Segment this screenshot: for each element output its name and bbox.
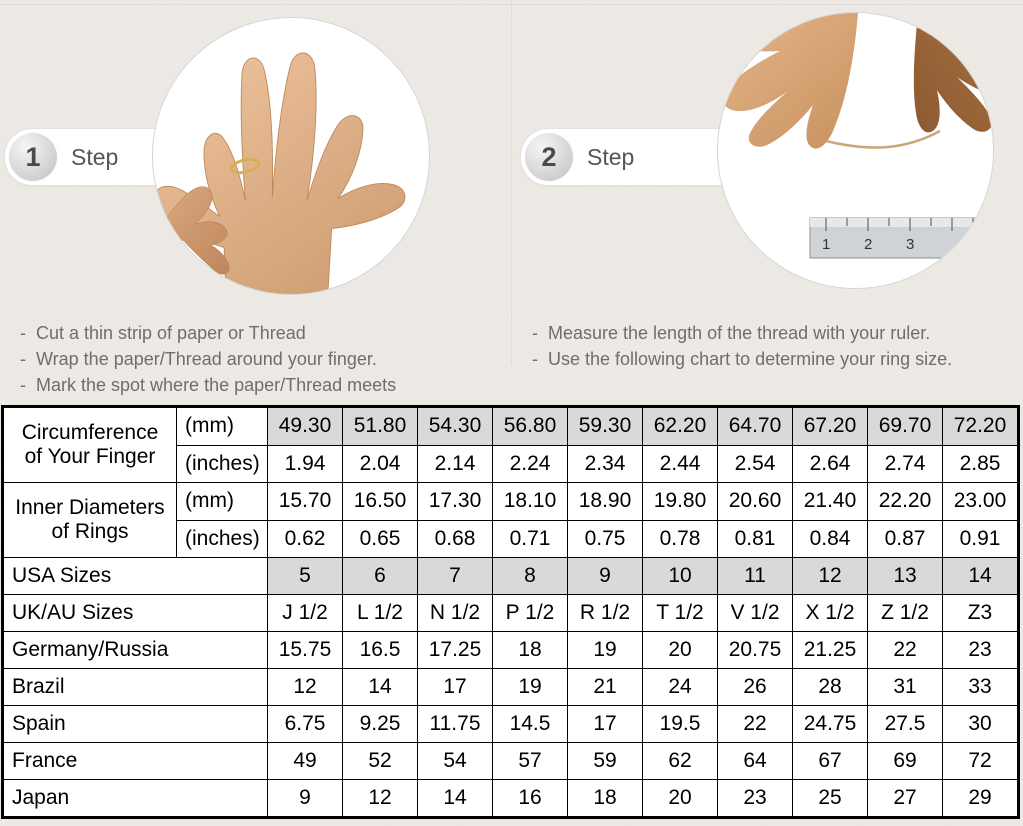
svg-text:3: 3 — [906, 236, 914, 253]
svg-text:2: 2 — [864, 236, 872, 253]
svg-text:1: 1 — [822, 236, 830, 253]
